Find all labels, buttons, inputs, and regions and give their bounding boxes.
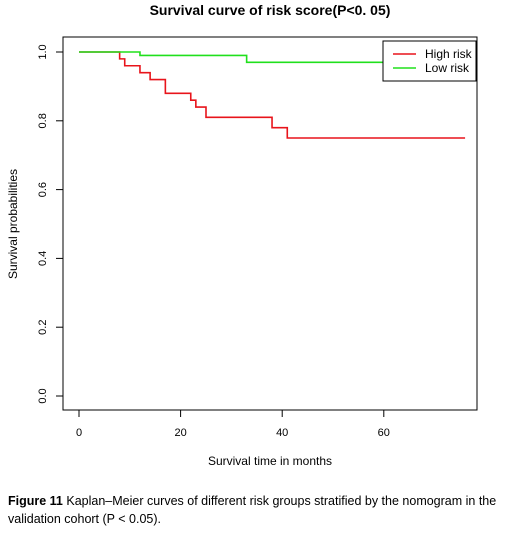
plot-frame (62, 36, 478, 411)
y-axis-label: Survival probabilities (6, 169, 20, 279)
series-line-high-risk (79, 51, 466, 139)
x-tick-label: 60 (378, 427, 390, 439)
caption-text: Kaplan–Meier curves of different risk gr… (8, 494, 497, 526)
y-tick-label: 1.0 (37, 44, 49, 59)
y-tick-label: 0.6 (37, 182, 49, 197)
series-layer (79, 51, 466, 139)
caption-label: Figure 11 (8, 494, 63, 508)
y-tick-label: 0.2 (37, 320, 49, 335)
x-tick-label: 40 (276, 427, 288, 439)
y-tick-label: 0.4 (37, 251, 49, 266)
x-axis-label: Survival time in months (208, 454, 332, 468)
legend-label-high-risk: High risk (425, 47, 473, 61)
legend-box (382, 40, 477, 82)
legend-label-low-risk: Low risk (425, 61, 470, 75)
figure-caption: Figure 11 Kaplan–Meier curves of differe… (8, 492, 520, 528)
y-tick-label: 0.8 (37, 113, 49, 128)
x-tick-label: 0 (76, 427, 82, 439)
chart-title: Survival curve of risk score(P<0. 05) (150, 2, 391, 18)
x-tick-label: 20 (174, 427, 186, 439)
series-line-low-risk (79, 51, 405, 64)
y-tick-label: 0.0 (37, 388, 49, 403)
axes: 0 20 40 60 0.0 0.2 0.4 0.6 0.8 1.0 (37, 44, 390, 439)
